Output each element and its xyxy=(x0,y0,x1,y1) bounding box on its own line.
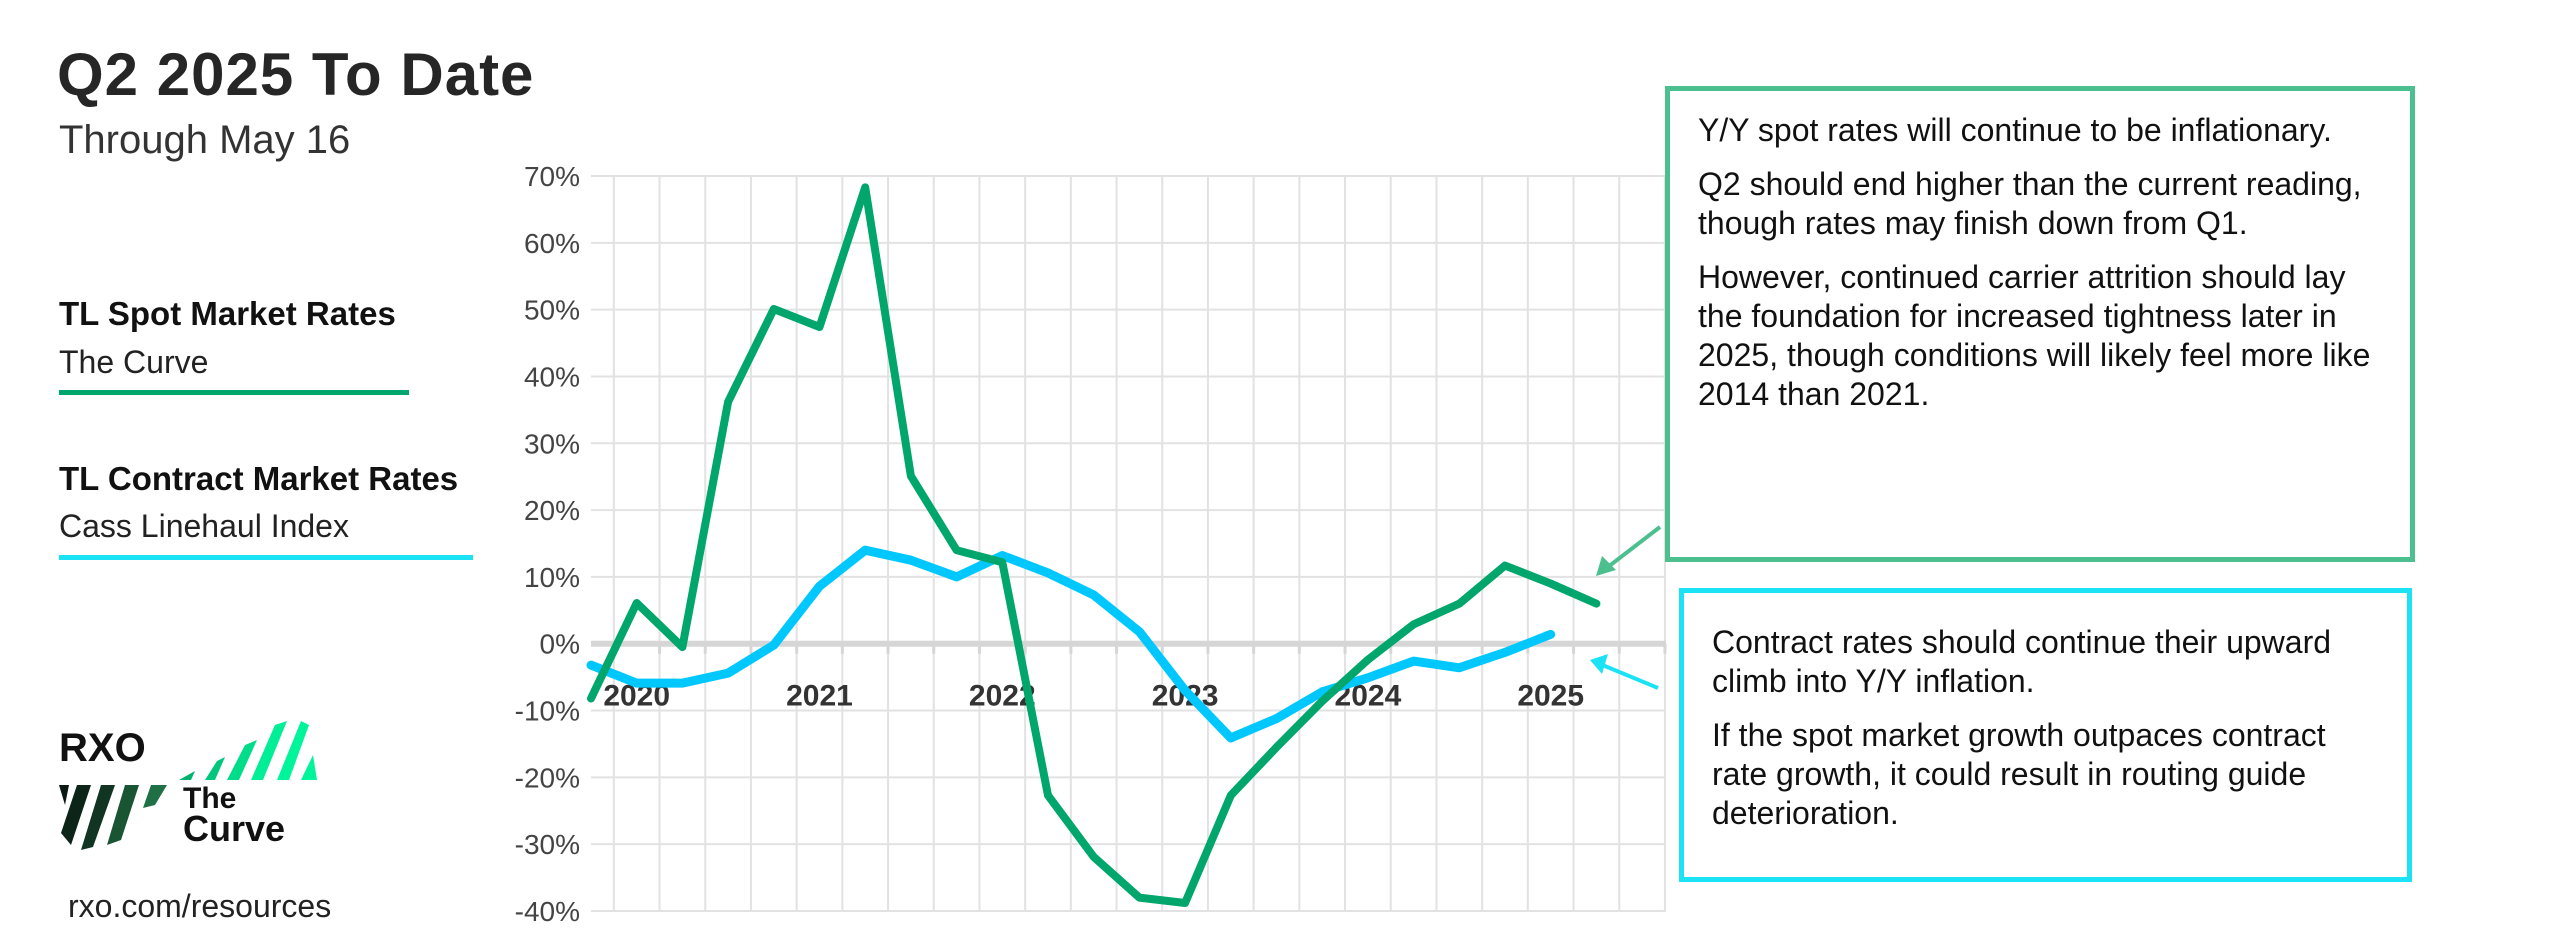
y-tick-label: 40% xyxy=(524,361,580,392)
resources-link[interactable]: rxo.com/resources xyxy=(68,888,332,924)
legend-spot-heading: TL Spot Market Rates xyxy=(59,295,396,332)
the-curve-logo-text: The xyxy=(183,782,236,815)
the-curve-stripes-icon xyxy=(179,721,317,780)
contract-callout-text: If the spot market growth outpaces contr… xyxy=(1712,717,2326,831)
y-tick-label: 20% xyxy=(524,495,580,526)
contract-callout-text: Contract rates should continue their upw… xyxy=(1712,624,2332,699)
y-tick-label: -40% xyxy=(515,896,580,927)
chart-series xyxy=(586,183,1601,907)
page-subtitle: Through May 16 xyxy=(59,118,351,162)
rxo-stripes-icon xyxy=(59,785,167,850)
contract-arrowhead-icon xyxy=(1590,654,1608,674)
spot-callout-arrow-icon xyxy=(1602,525,1662,572)
spot-arrowhead-icon xyxy=(1596,556,1616,576)
spot-callout-text: Q2 should end higher than the current re… xyxy=(1698,166,2362,241)
y-tick-label: 60% xyxy=(524,228,580,259)
y-tick-label: 50% xyxy=(524,295,580,326)
series-line-spot xyxy=(587,183,1601,907)
legend-spot-swatch xyxy=(59,390,409,395)
y-tick-label: 70% xyxy=(524,161,580,192)
x-tick-label: 2021 xyxy=(786,680,853,713)
legend-contract-swatch xyxy=(59,555,473,560)
y-tick-label: 0% xyxy=(540,629,580,660)
y-tick-label: -10% xyxy=(515,696,580,727)
legend-spot-source: The Curve xyxy=(59,344,209,380)
y-tick-label: 30% xyxy=(524,428,580,459)
the-curve-logo-text-2: Curve xyxy=(183,808,285,849)
page-title: Q2 2025 To Date xyxy=(57,41,535,108)
rxo-logo-text: RXO xyxy=(59,726,146,770)
x-tick-label: 2025 xyxy=(1517,680,1584,713)
spot-callout-box: Y/Y spot rates will continue to be infla… xyxy=(1665,86,2415,562)
callout-arrows xyxy=(1590,525,1662,690)
contract-callout-box: Contract rates should continue their upw… xyxy=(1679,588,2412,882)
legend-contract-source: Cass Linehaul Index xyxy=(59,508,349,544)
y-tick-label: -20% xyxy=(515,762,580,793)
spot-callout-text: However, continued carrier attrition sho… xyxy=(1698,259,2371,412)
y-tick-label: 10% xyxy=(524,562,580,593)
rxo-the-curve-logo: RXO The Curve xyxy=(59,721,317,850)
chart-grid xyxy=(591,175,1667,912)
y-axis: 70% 60% 50% 40% 30% 20% 10% 0% -10% -20% -30% -40% xyxy=(515,161,580,927)
series-line-contract xyxy=(586,545,1556,743)
spot-callout-text: Y/Y spot rates will continue to be infla… xyxy=(1698,112,2332,148)
legend-contract-heading: TL Contract Market Rates xyxy=(59,460,459,497)
contract-callout-arrow-icon xyxy=(1599,662,1659,690)
y-tick-label: -30% xyxy=(515,829,580,860)
